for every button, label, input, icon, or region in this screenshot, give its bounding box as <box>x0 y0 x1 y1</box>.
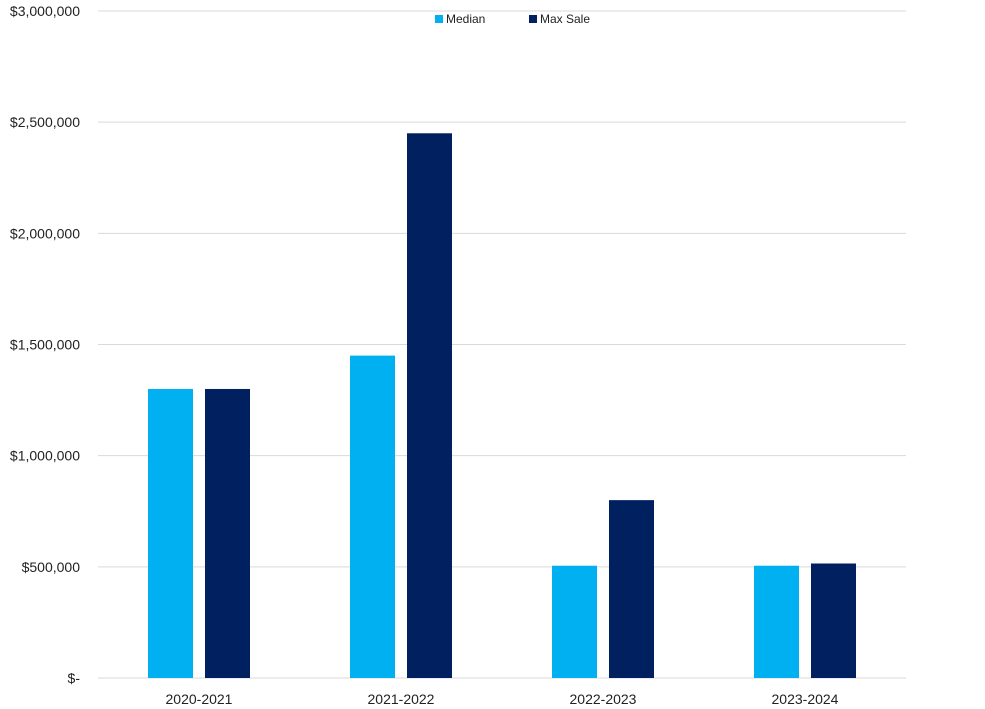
legend: Median Max Sale <box>435 12 590 26</box>
bar-max-sale <box>811 563 856 678</box>
y-tick-label: $1,500,000 <box>10 337 80 353</box>
y-tick-label: $3,000,000 <box>10 3 80 19</box>
x-tick-label: 2021-2022 <box>368 691 435 707</box>
bar-max-sale <box>407 133 452 679</box>
legend-swatch-median <box>435 15 443 23</box>
bar-median <box>350 355 395 678</box>
legend-label-max-sale: Max Sale <box>540 12 590 26</box>
bar-max-sale <box>205 388 250 678</box>
legend-label-median: Median <box>446 12 485 26</box>
x-tick-label: 2020-2021 <box>166 691 233 707</box>
bar-median <box>754 565 799 678</box>
y-tick-label: $1,000,000 <box>10 448 80 464</box>
y-tick-label: $500,000 <box>22 559 81 575</box>
bar-median <box>148 388 193 678</box>
bar-max-sale <box>609 500 654 678</box>
y-axis-tick-labels: $- $500,000 $1,000,000 $1,500,000 $2,000,000… <box>10 3 80 686</box>
x-tick-label: 2023-2024 <box>772 691 839 707</box>
bars <box>148 133 856 679</box>
x-axis-tick-labels: 2020-2021 2021-2022 2022-2023 2023-2024 <box>166 691 839 707</box>
y-tick-label: $2,500,000 <box>10 114 80 130</box>
x-tick-label: 2022-2023 <box>570 691 637 707</box>
legend-swatch-max-sale <box>529 15 537 23</box>
y-tick-label: $- <box>68 670 81 686</box>
y-tick-label: $2,000,000 <box>10 225 80 241</box>
bar-median <box>552 565 597 678</box>
